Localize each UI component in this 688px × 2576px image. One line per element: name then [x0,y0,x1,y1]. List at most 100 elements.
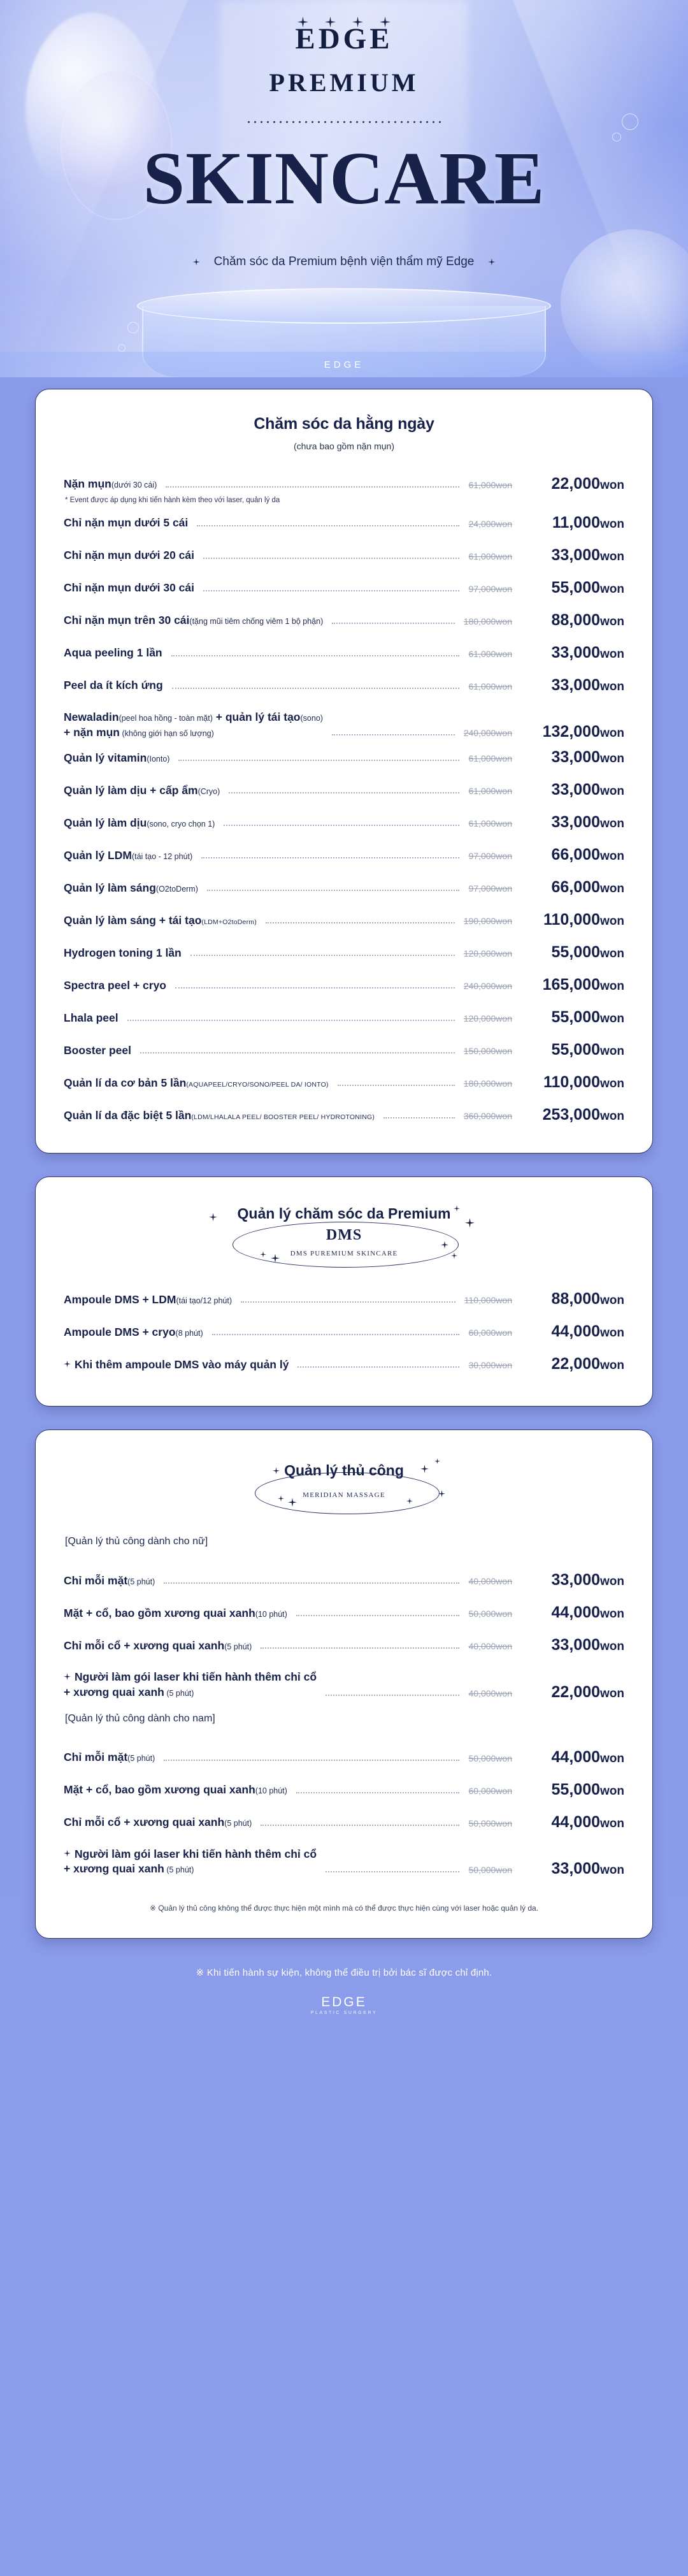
divider-dot [317,121,320,123]
leader-dots [337,1085,455,1087]
price-row-name: Quản lí da cơ bản 5 lần(AQUAPEEL/CRYO/SO… [64,1076,329,1089]
divider-dot [292,121,294,123]
price-row: Nặn mụn(dưới 30 cái) 61,000won 22,000won [64,468,624,500]
price-row: Chỉ mỗi cổ + xương quai xanh(5 phút) 50,0… [64,1806,624,1839]
original-price: 97,000won [468,584,512,594]
original-price: 150,000won [463,1046,512,1057]
sale-price: 11,000won [552,514,624,532]
price-list-manual-female: Chỉ mỗi mặt(5 phút) 40,000won 33,000won Mặt… [64,1564,624,1701]
footer-logo: EDGE PLASTIC SURGERY [0,1995,688,2016]
price-row-name: Quản lý làm dịu + cấp ẩm(Cryo) [64,783,220,797]
sale-price: 44,000won [551,1813,624,1831]
sale-price: 33,000won [551,1859,624,1878]
original-price: 61,000won [468,551,512,561]
sale-price: 110,000won [543,1073,624,1092]
divider-dot [330,121,333,123]
currency-unit: won [600,1784,624,1798]
price-row-note: (5 phút) [224,1642,252,1651]
price-row-name: Khi thêm ampoule DMS vào máy quản lý [64,1357,289,1373]
leader-dots [296,1791,460,1793]
currency-unit: won [600,1640,624,1654]
price-row-name: Quản lý LDM(tái tạo - 12 phút) [64,848,193,862]
price-row: Ampoule DMS + cryo(8 phút) 60,000won 44,00… [64,1315,624,1348]
leader-dots [326,1694,460,1696]
leader-dots [326,1870,460,1872]
price-row: Người làm gói laser khi tiến hành thêm c… [64,1661,624,1701]
sparkle-icon-dms-7 [451,1252,457,1259]
currency-unit: won [600,1110,624,1124]
leader-dots [265,922,455,924]
divider-dot [419,121,422,123]
price-row: Chỉ nặn mụn dưới 5 cái 24,000won 11,000won [64,507,624,539]
divider-dot [400,121,403,123]
footer-note: ※ Khi tiến hành sự kiện, không thể điều … [196,1967,492,1978]
currency-unit: won [600,1045,624,1059]
original-price: 180,000won [463,1078,512,1089]
hero-subtitle: Chăm sóc da Premium bệnh viện thẩm mỹ Ed… [213,255,475,268]
currency-unit: won [600,550,624,563]
sale-price: 55,000won [551,1008,624,1027]
sale-price: 44,000won [551,1747,624,1766]
currency-unit: won [600,615,624,628]
currency-unit: won [600,1326,624,1340]
price-row: Chỉ mỗi cổ + xương quai xanh(5 phút) 40,0… [64,1629,624,1661]
leader-dots [211,1334,460,1336]
sale-price: 55,000won [551,1780,624,1798]
sale-price: 132,000won [542,723,624,741]
original-price: 61,000won [468,786,512,797]
badge-header-manual: Quản lý thủ công MERIDIAN MASSAGE [166,1458,522,1519]
divider-dot [285,121,288,123]
currency-unit: won [600,1686,624,1700]
sale-price: 165,000won [542,976,624,994]
leader-dots [261,1824,460,1826]
sparkle-icon-manual-4 [438,1490,445,1498]
sale-price: 66,000won [551,878,624,897]
price-row-note: (5 phút) [127,1753,155,1763]
divider-dot [362,121,364,123]
leader-dots [197,525,460,526]
sale-price: 33,000won [551,644,624,662]
badge-ellipse-dms [233,1222,459,1268]
badge-header-dms: Quản lý chăm sóc da Premium DMS DMS PURE… [166,1205,522,1268]
price-row-note-2: (sono) [300,714,323,723]
sale-price: 44,000won [551,1603,624,1622]
currency-unit: won [600,785,624,799]
sale-price: 22,000won [551,475,624,493]
divider-dot [343,121,345,123]
divider-dot [432,121,434,123]
leader-dots [383,1117,455,1119]
brand-name-edge: EDGE [295,22,393,55]
leader-dots [203,590,460,591]
price-row-note-line2: (không giới hạn số lượng) [120,728,214,738]
price-row-name: Mặt + cổ, bao gồm xương quai xanh(10 phú… [64,1606,287,1619]
currency-unit: won [600,1751,624,1765]
sparkle-icon-manual-3 [434,1458,440,1465]
price-row-note: (5 phút) [224,1818,252,1828]
sale-price: 33,000won [551,676,624,694]
price-row-footnote: * Event được áp dụng khi tiến hành kèm t… [65,496,280,504]
currency-unit: won [600,1575,624,1589]
price-row: Booster peel 150,000won 55,000won [64,1034,624,1066]
price-row: Quản lý làm dịu(sono, cryo chọn 1) 61,000… [64,806,624,839]
divider-dot [349,121,352,123]
badge-ellipse-manual [255,1472,440,1515]
original-price: 61,000won [468,681,512,691]
leader-dots [203,558,460,559]
sparkle-icon-left [192,258,200,266]
price-row: Quản lý làm dịu + cấp ẩm(Cryo) 61,000won 3… [64,774,624,806]
price-row: Quản lí da đặc biệt 5 lần(LDM/LHALALA PE… [64,1099,624,1131]
price-row: Lhala peel 120,000won 55,000won [64,1001,624,1034]
divider-dot [355,121,358,123]
sale-price: 33,000won [551,748,624,767]
original-price: 180,000won [463,616,512,626]
footer-logo-text: EDGE [321,1994,367,2009]
sale-price: 88,000won [551,611,624,629]
divider-dot [394,121,396,123]
sale-price: 22,000won [551,1682,624,1701]
original-price: 190,000won [463,916,512,927]
original-price: 61,000won [468,649,512,659]
leader-dots [201,857,460,859]
badge-title-dms: Quản lý chăm sóc da Premium [237,1205,451,1222]
footer-logo-subtext: PLASTIC SURGERY [310,2010,378,2015]
price-row: Khi thêm ampoule DMS vào máy quản lý 30,0… [64,1348,624,1380]
